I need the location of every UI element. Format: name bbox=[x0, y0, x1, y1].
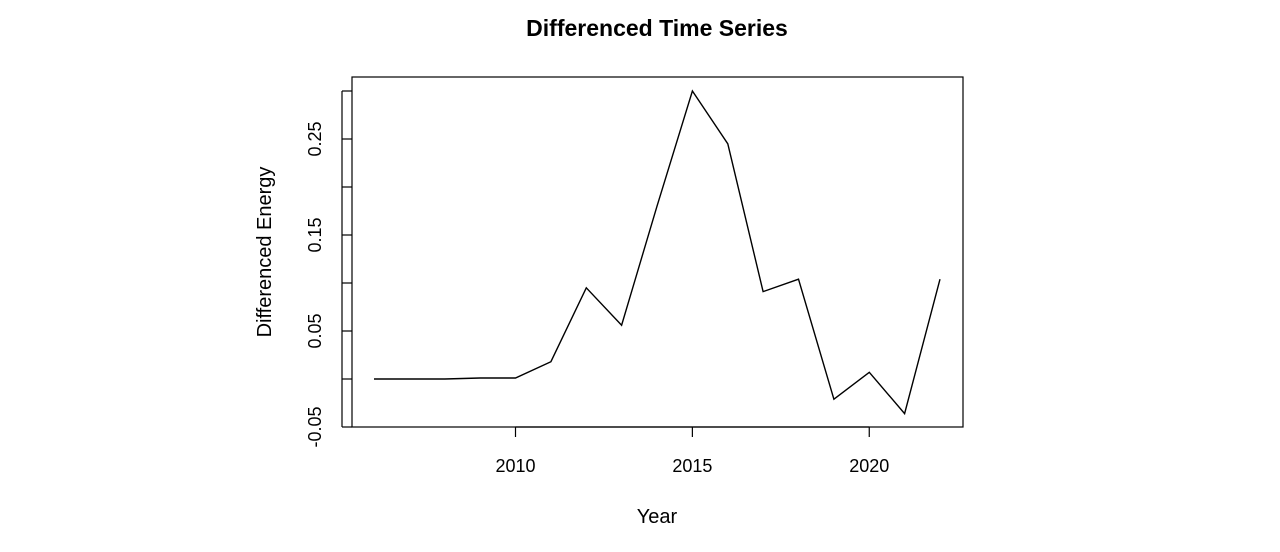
x-axis-label: Year bbox=[637, 506, 678, 528]
y-tick-label: 0.25 bbox=[305, 121, 325, 156]
y-axis: -0.05 0.05 0.15 0.25 bbox=[305, 90, 352, 448]
x-tick-label: 2015 bbox=[672, 456, 712, 476]
x-tick-label: 2010 bbox=[495, 456, 535, 476]
chart-title: Differenced Time Series bbox=[526, 15, 788, 41]
x-tick-label: 2020 bbox=[849, 456, 889, 476]
series-layer bbox=[374, 89, 941, 416]
y-axis-label: Differenced Energy bbox=[254, 167, 276, 338]
x-axis: 2010 2015 2020 bbox=[495, 426, 889, 476]
series-line-0 bbox=[374, 89, 941, 416]
y-tick-label: 0.15 bbox=[305, 217, 325, 252]
y-tick-label: -0.05 bbox=[305, 406, 325, 447]
y-tick-label: 0.05 bbox=[305, 313, 325, 348]
